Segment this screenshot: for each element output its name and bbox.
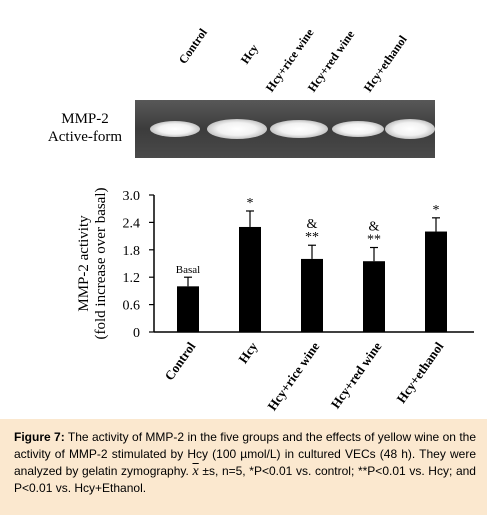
bar-annotation: ** [367,233,381,248]
x-category-label: Hcy+rice wine [264,339,322,413]
gel-row-label-line1: MMP-2 [61,111,109,127]
gel-band-hcy [207,119,267,139]
bar [363,261,385,332]
x-category-label: Control [161,339,198,383]
y-tick-label: 0 [133,326,140,341]
bar [239,226,261,332]
y-axis-title-line2: (fold increase over basal) [93,187,109,339]
y-tick-label: 1.2 [123,271,141,286]
bar [425,231,447,332]
gel-lane-label-ethanol: Hcy+ethanol [360,32,410,95]
gel-row-label-line2: Active-form [47,129,123,145]
bar-annotation: & [369,220,380,235]
bar-annotation: & [307,217,318,232]
y-axis-title-line1: MMP-2 activity [76,215,92,312]
x-category-label: Hcy+red wine [328,339,385,411]
x-category-label: Hcy+ethanol [393,339,446,406]
gel-row-label: MMP-2 Active-form [40,110,130,146]
bar-annotation: ** [305,230,319,245]
caption-label: Figure 7: [14,430,65,444]
zymography-gel-image [135,100,435,158]
bar [301,258,323,332]
y-tick-label: 3.0 [123,189,141,204]
bar [177,286,199,332]
caption-text-main: The activity of MMP-2 in the five groups… [14,430,476,478]
caption-text-after: ±s, n=5, *P<0.01 vs. control; **P<0.01 v… [14,464,476,495]
figure-caption: Figure 7: The activity of MMP-2 in the f… [14,429,476,497]
gel-lane-label-hcy: Hcy [237,41,262,67]
bar-annotation: Basal [176,264,200,276]
gel-band-control [150,121,200,137]
caption-stat-symbol: x [192,464,199,479]
x-category-label: Hcy [235,339,260,366]
y-tick-label: 1.8 [123,244,141,259]
bar-annotation: * [433,203,440,218]
gel-band-red-wine [332,121,384,137]
gel-lane-label-control: Control [175,25,210,67]
gel-band-ethanol [385,119,435,139]
gel-band-rice-wine [270,120,328,138]
figure-panel: Control Hcy Hcy+rice wine Hcy+red wine H… [12,0,483,418]
y-tick-label: 0.6 [123,299,141,314]
mmp2-bar-chart: 0 0.6 1.2 1.8 2.4 3.0 MMP-2 activity (fold incr… [76,187,474,413]
bar-annotation: * [247,196,254,211]
figure-caption-box: Figure 7: The activity of MMP-2 in the f… [0,419,487,515]
y-tick-label: 2.4 [123,216,141,231]
